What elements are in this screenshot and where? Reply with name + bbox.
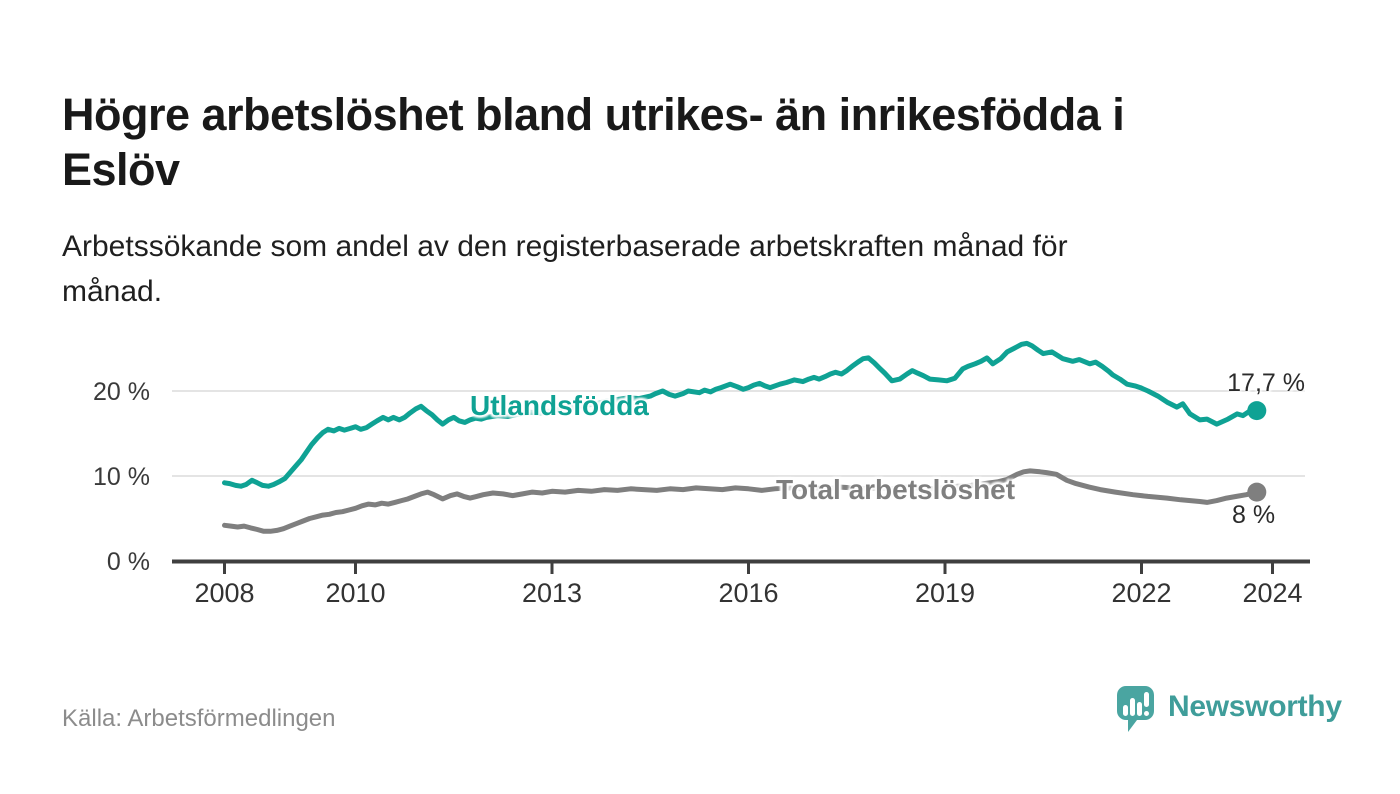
newsworthy-logo-icon bbox=[1117, 686, 1154, 739]
y-tick-label-20: 20 % bbox=[93, 378, 150, 406]
page-title: Högre arbetslöshet bland utrikes- än inr… bbox=[62, 88, 1342, 198]
newsworthy-logo-text: Newsworthy bbox=[1168, 690, 1342, 723]
newsworthy-logo: Newsworthy bbox=[1117, 686, 1342, 739]
title-line-2: Eslöv bbox=[62, 144, 180, 196]
y-tick-label-10: 10 % bbox=[93, 463, 150, 491]
end-dot-total-arbetsloshet bbox=[1247, 482, 1267, 502]
page-subtitle: Arbetssökande som andel av den registerb… bbox=[62, 224, 1322, 314]
subtitle-line-2: månad. bbox=[62, 275, 163, 308]
x-tick-label-2013: 2013 bbox=[522, 578, 582, 608]
line-total-arbetsloshet bbox=[222, 468, 1260, 534]
x-tick-label-2019: 2019 bbox=[915, 578, 975, 608]
line-utlandsfodda bbox=[222, 340, 1260, 489]
source-attribution: Källa: Arbetsförmedlingen bbox=[62, 705, 336, 732]
series-label-utlandsfodda: Utlandsfödda bbox=[470, 390, 649, 421]
y-tick-label-0: 0 % bbox=[107, 548, 150, 576]
x-tick-label-2022: 2022 bbox=[1111, 578, 1171, 608]
series-label-total-arbetsloshet: Total arbetslöshet bbox=[776, 474, 1016, 505]
x-tick-label-2016: 2016 bbox=[718, 578, 778, 608]
subtitle-line-1: Arbetssökande som andel av den registerb… bbox=[62, 230, 1068, 263]
title-line-1: Högre arbetslöshet bland utrikes- än inr… bbox=[62, 89, 1125, 141]
end-value-utlandsfodda: 17,7 % bbox=[1227, 369, 1305, 397]
x-tick-label-2024: 2024 bbox=[1242, 578, 1302, 608]
logo-bar-chart-glyph bbox=[1123, 692, 1149, 716]
end-dot-utlandsfodda bbox=[1247, 401, 1267, 421]
end-value-total-arbetsloshet: 8 % bbox=[1232, 501, 1276, 529]
x-tick-label-2010: 2010 bbox=[325, 578, 385, 608]
x-tick-label-2008: 2008 bbox=[194, 578, 254, 608]
